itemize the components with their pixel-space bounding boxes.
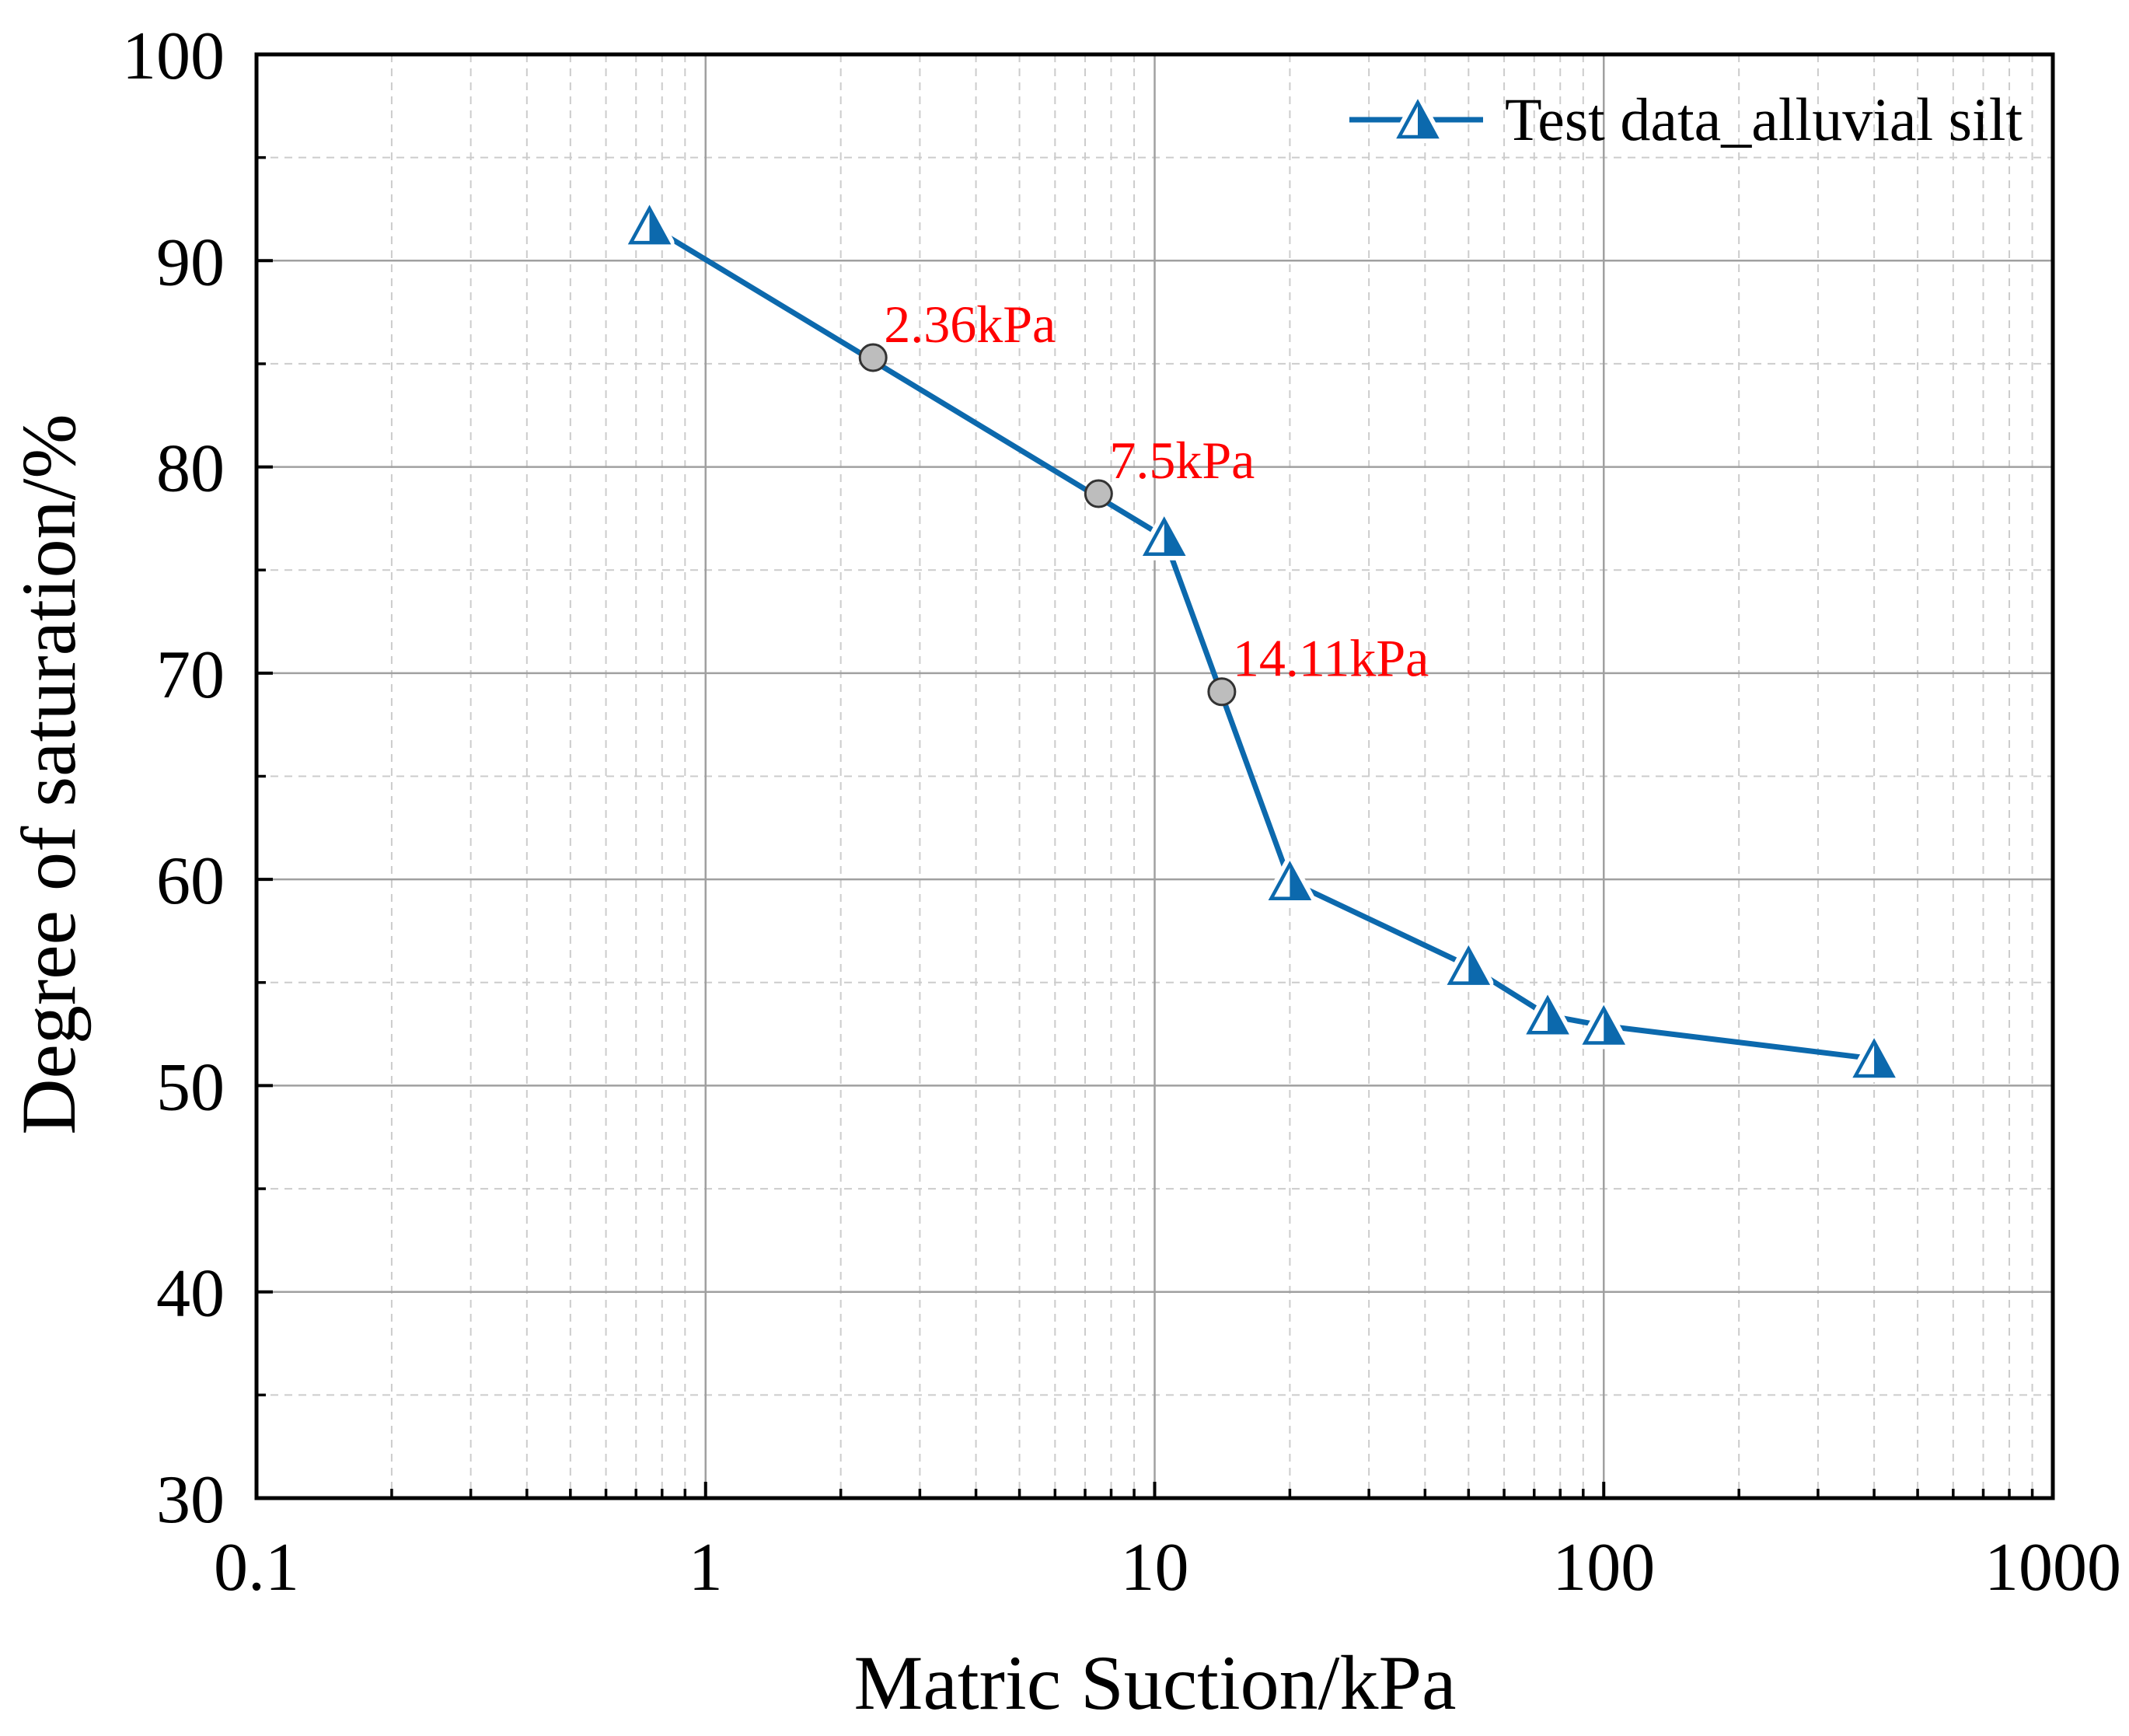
data-point-marker bbox=[1849, 1035, 1900, 1082]
marker-outline bbox=[1268, 861, 1312, 901]
data-point-marker bbox=[1523, 992, 1573, 1039]
annotations: 2.36kPa 7.5kPa 14.11kPa bbox=[858, 295, 1429, 707]
data-point-marker bbox=[1265, 858, 1315, 905]
data-point-marker bbox=[624, 202, 675, 250]
legend: Test data_alluvial silt bbox=[1349, 86, 2023, 153]
annotation-point bbox=[1207, 677, 1237, 707]
y-tick-label: 90 bbox=[156, 225, 225, 300]
y-axis-title: Degree of saturation/% bbox=[5, 414, 92, 1134]
y-tick-label: 60 bbox=[156, 844, 225, 919]
x-tick-label: 1000 bbox=[1984, 1530, 2121, 1605]
data-series bbox=[624, 202, 1900, 1082]
tick-labels: 30 40 50 60 70 80 90 100 0.1 1 10 100 1000 bbox=[122, 19, 2121, 1605]
annotation-label: 14.11kPa bbox=[1233, 629, 1429, 688]
x-axis-title: Matric Suction/kPa bbox=[854, 1640, 1457, 1726]
y-tick-label: 100 bbox=[122, 19, 225, 94]
annotation-point bbox=[1084, 479, 1113, 508]
marker-outline bbox=[1396, 99, 1440, 139]
data-point-marker bbox=[1443, 942, 1494, 990]
x-tick-label: 1 bbox=[689, 1530, 723, 1605]
marker-outline bbox=[1142, 516, 1186, 557]
annotation-label: 7.5kPa bbox=[1109, 431, 1255, 490]
x-tick-label: 0.1 bbox=[214, 1530, 299, 1605]
x-tick-label: 100 bbox=[1552, 1530, 1655, 1605]
y-tick-label: 50 bbox=[156, 1050, 225, 1125]
y-tick-label: 70 bbox=[156, 637, 225, 713]
marker-outline bbox=[1526, 994, 1569, 1035]
y-tick-label: 80 bbox=[156, 431, 225, 507]
annotation-label: 2.36kPa bbox=[884, 295, 1056, 354]
legend-marker-sample bbox=[1393, 96, 1443, 143]
x-tick-label: 10 bbox=[1121, 1530, 1189, 1605]
marker-outline bbox=[1852, 1038, 1896, 1078]
marker-outline bbox=[1447, 945, 1491, 985]
legend-label: Test data_alluvial silt bbox=[1505, 86, 2023, 153]
marker-outline bbox=[627, 204, 672, 245]
axis-ticks bbox=[255, 53, 2054, 1500]
annotation-point bbox=[858, 343, 888, 372]
y-tick-label: 30 bbox=[156, 1462, 225, 1538]
data-point-marker bbox=[1579, 1002, 1629, 1050]
data-point-marker bbox=[1139, 513, 1189, 561]
y-tick-label: 40 bbox=[156, 1256, 225, 1332]
grid bbox=[257, 54, 2053, 1498]
marker-outline bbox=[1582, 1004, 1626, 1045]
